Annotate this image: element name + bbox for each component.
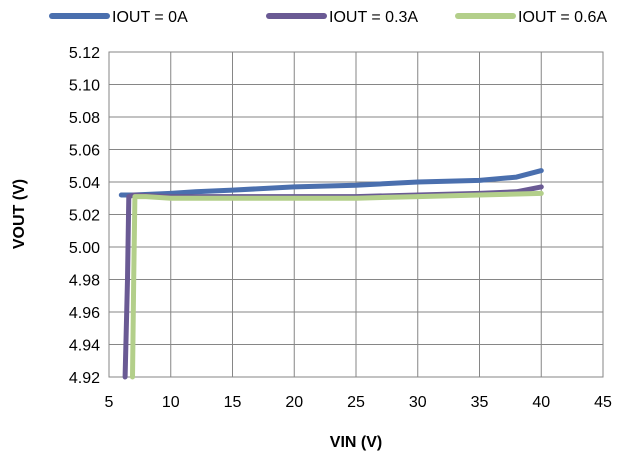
x-tick-label: 10	[162, 394, 180, 411]
y-tick-label: 5.12	[69, 45, 100, 62]
y-tick-label: 5.02	[69, 208, 100, 225]
legend-label-3: IOUT = 0.6A	[518, 9, 607, 26]
y-tick-labels: 4.92 4.94 4.96 4.98 5.00 5.02 5.04 5.06 5.08 5.10…	[69, 45, 100, 387]
legend-label-2: IOUT = 0.3A	[329, 9, 418, 26]
y-tick-label: 4.92	[69, 370, 100, 387]
y-tick-label: 5.10	[69, 78, 100, 95]
y-tick-label: 5.00	[69, 240, 100, 257]
legend: IOUT = 0A IOUT = 0.3A IOUT = 0.6A	[49, 9, 607, 26]
y-tick-label: 5.06	[69, 143, 100, 160]
legend-label-1: IOUT = 0A	[112, 9, 188, 26]
x-axis-title: VIN (V)	[330, 434, 382, 451]
x-tick-label: 15	[224, 394, 242, 411]
y-axis-title: VOUT (V)	[11, 179, 28, 249]
y-tick-label: 4.94	[69, 338, 100, 355]
series-lines	[118, 168, 544, 380]
x-tick-label: 45	[594, 394, 612, 411]
x-tick-label: 5	[105, 394, 114, 411]
x-tick-labels: 5 10 15 20 25 30 35 40 45	[105, 394, 612, 411]
x-tick-label: 20	[285, 394, 303, 411]
y-tick-label: 5.04	[69, 175, 100, 192]
y-tick-label: 4.98	[69, 273, 100, 290]
series-line-3	[130, 190, 544, 380]
y-tick-label: 5.08	[69, 110, 100, 127]
x-tick-label: 30	[409, 394, 427, 411]
x-tick-label: 40	[532, 394, 550, 411]
x-tick-label: 25	[347, 394, 365, 411]
y-tick-label: 4.96	[69, 305, 100, 322]
grid-lines	[109, 52, 603, 377]
x-tick-label: 35	[471, 394, 489, 411]
